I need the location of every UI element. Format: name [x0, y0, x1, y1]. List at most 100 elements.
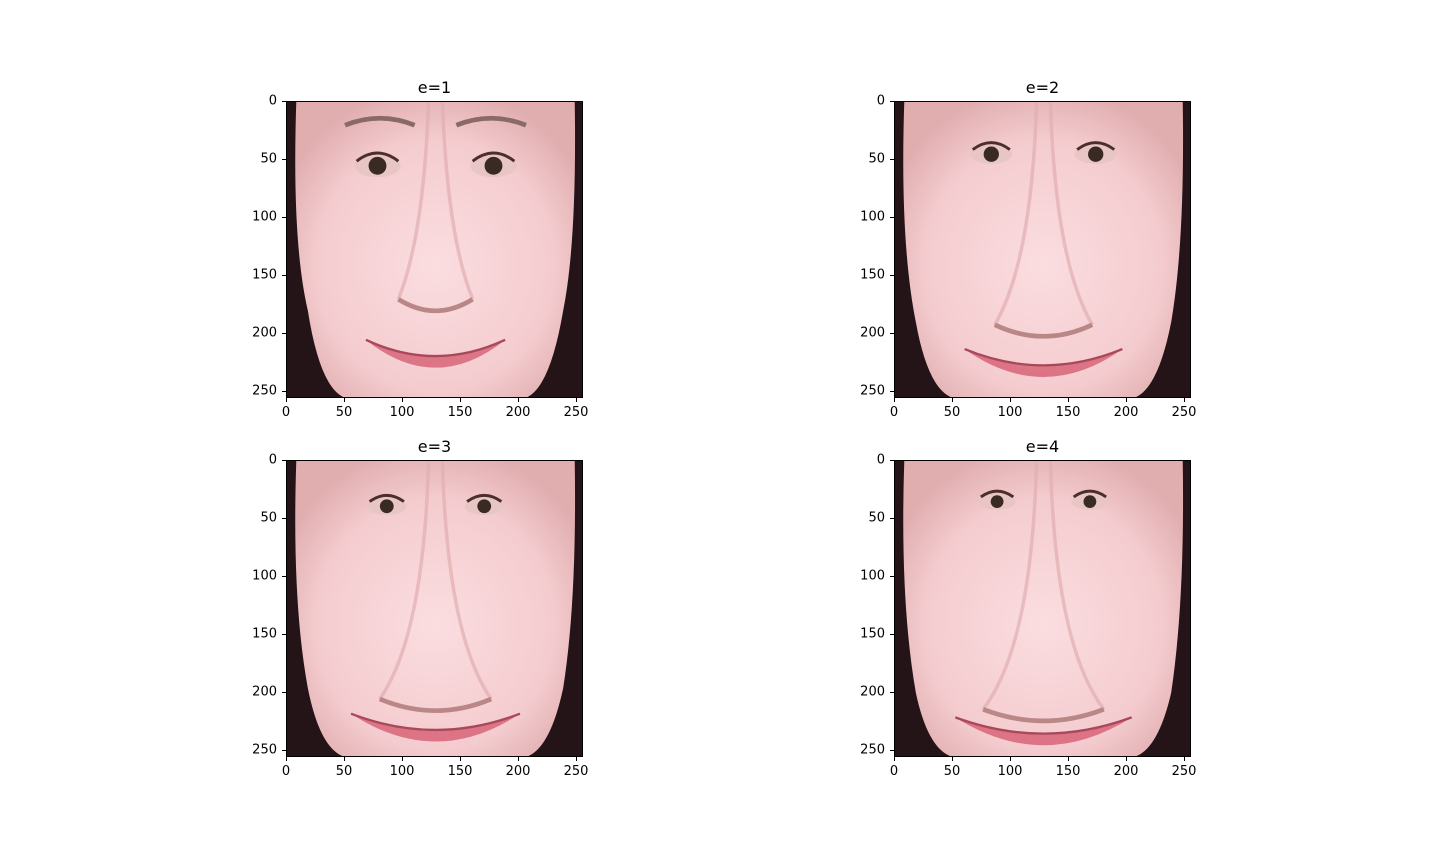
y-tick-label: 150: [252, 626, 277, 642]
x-tick-label: 50: [335, 405, 353, 420]
y-tick-label: 50: [260, 510, 277, 526]
image-frame: [286, 460, 583, 757]
x-tick-label: 50: [335, 764, 353, 779]
subplot-title: e=3: [417, 437, 452, 456]
x-tick-mark: [459, 398, 461, 402]
y-tick-mark: [282, 517, 286, 519]
x-tick-mark: [893, 757, 895, 761]
subplot-title: e=2: [1025, 78, 1060, 97]
subplot-title: e=4: [1025, 437, 1060, 456]
x-tick-mark: [1183, 398, 1185, 402]
y-tick-mark: [890, 633, 894, 635]
y-tick-mark: [890, 390, 894, 392]
y-tick-label: 150: [860, 626, 885, 642]
y-tick-mark: [890, 274, 894, 276]
face-image: [895, 102, 1190, 397]
x-tick-mark: [893, 398, 895, 402]
y-tick-label: 100: [860, 209, 885, 225]
x-tick-label: 150: [1055, 764, 1081, 779]
x-tick-label: 250: [1171, 405, 1197, 420]
y-tick-mark: [282, 100, 286, 102]
x-tick-label: 50: [943, 764, 961, 779]
x-tick-label: 100: [389, 764, 415, 779]
subplot-panel: e=1 0 50 100 150 200 250 0 50 100 150 200 250: [252, 78, 588, 420]
y-tick-label: 100: [252, 209, 277, 225]
y-tick-label: 150: [860, 267, 885, 283]
x-tick-label: 250: [1171, 764, 1197, 779]
y-tick-label: 200: [252, 325, 277, 341]
x-tick-label: 150: [447, 764, 473, 779]
x-tick-mark: [459, 757, 461, 761]
x-tick-label: 150: [447, 405, 473, 420]
x-tick-mark: [575, 757, 577, 761]
y-tick-mark: [890, 216, 894, 218]
x-tick-mark: [401, 757, 403, 761]
y-tick-mark: [890, 749, 894, 751]
x-tick-mark: [1125, 398, 1127, 402]
y-tick-mark: [890, 158, 894, 160]
y-tick-mark: [282, 158, 286, 160]
x-tick-mark: [951, 398, 953, 402]
x-tick-label: 0: [281, 405, 291, 420]
x-tick-mark: [575, 398, 577, 402]
x-tick-mark: [343, 757, 345, 761]
face-image: [287, 102, 582, 397]
y-tick-label: 0: [876, 452, 885, 468]
y-tick-label: 150: [252, 267, 277, 283]
y-tick-mark: [282, 274, 286, 276]
x-tick-label: 150: [1055, 405, 1081, 420]
y-tick-mark: [282, 332, 286, 334]
image-frame: [894, 460, 1191, 757]
y-tick-mark: [890, 100, 894, 102]
x-tick-mark: [1067, 398, 1069, 402]
x-tick-mark: [1183, 757, 1185, 761]
x-tick-mark: [343, 398, 345, 402]
y-tick-label: 100: [860, 568, 885, 584]
x-tick-label: 100: [997, 405, 1023, 420]
x-tick-label: 50: [943, 405, 961, 420]
y-tick-label: 0: [876, 93, 885, 109]
y-tick-label: 0: [268, 452, 277, 468]
x-tick-mark: [1125, 757, 1127, 761]
y-tick-mark: [890, 691, 894, 693]
y-tick-label: 200: [252, 684, 277, 700]
x-tick-label: 100: [389, 405, 415, 420]
x-tick-label: 0: [889, 764, 899, 779]
y-tick-mark: [282, 749, 286, 751]
y-tick-label: 200: [860, 325, 885, 341]
x-tick-label: 200: [1113, 764, 1139, 779]
x-tick-mark: [517, 757, 519, 761]
x-tick-mark: [517, 398, 519, 402]
subplot-panel: e=2 0 50 100 150 200 250 0 50 100 150 200 250: [860, 78, 1196, 420]
y-tick-label: 250: [860, 383, 885, 399]
face-image: [287, 461, 582, 756]
x-tick-mark: [951, 757, 953, 761]
x-tick-label: 250: [563, 405, 589, 420]
y-tick-mark: [282, 691, 286, 693]
subplot-panel: e=3 0 50 100 150 200 250 0 50 100 150 200 250: [252, 437, 588, 779]
x-tick-label: 0: [889, 405, 899, 420]
y-tick-mark: [282, 459, 286, 461]
y-tick-mark: [282, 575, 286, 577]
y-tick-mark: [890, 517, 894, 519]
y-tick-mark: [890, 332, 894, 334]
x-tick-mark: [285, 398, 287, 402]
y-tick-label: 100: [252, 568, 277, 584]
subplot-title: e=1: [417, 78, 452, 97]
y-tick-mark: [282, 390, 286, 392]
y-tick-label: 200: [860, 684, 885, 700]
subplot-panel: e=4 0 50 100 150 200 250 0 50 100 150 200 250: [860, 437, 1196, 779]
x-tick-label: 250: [563, 764, 589, 779]
y-tick-label: 250: [252, 742, 277, 758]
y-tick-mark: [890, 575, 894, 577]
y-tick-mark: [890, 459, 894, 461]
y-tick-label: 0: [268, 93, 277, 109]
x-tick-label: 200: [505, 405, 531, 420]
image-frame: [894, 101, 1191, 398]
y-tick-label: 50: [868, 151, 885, 167]
x-tick-label: 0: [281, 764, 291, 779]
x-tick-label: 200: [505, 764, 531, 779]
x-tick-mark: [401, 398, 403, 402]
x-tick-mark: [1009, 398, 1011, 402]
